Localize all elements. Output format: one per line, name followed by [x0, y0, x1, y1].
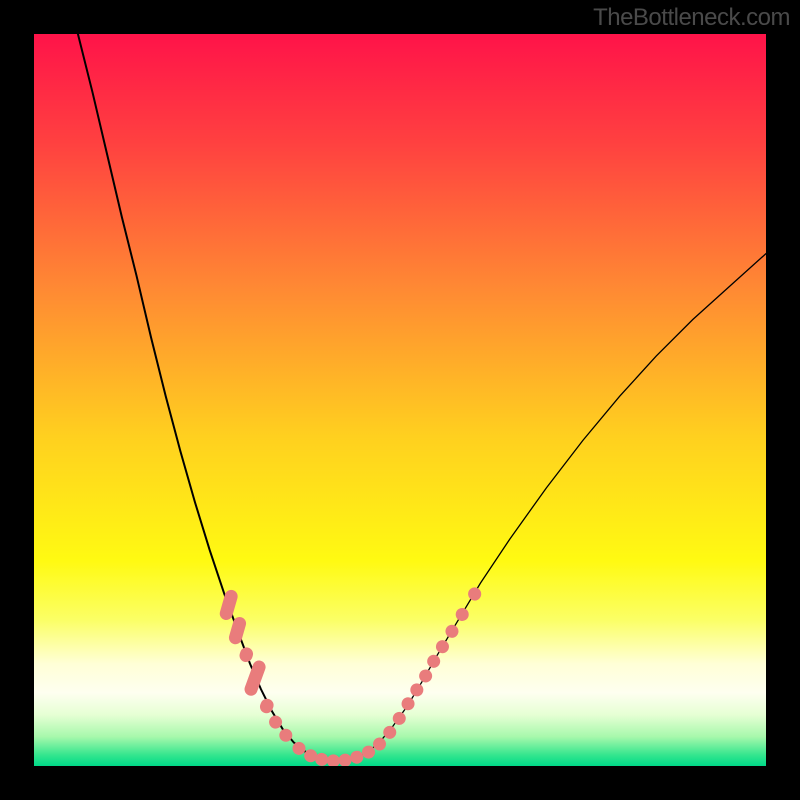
gradient-background [34, 34, 766, 766]
plot-area [34, 34, 766, 766]
plot-svg [34, 34, 766, 766]
watermark-text: TheBottleneck.com [593, 4, 790, 32]
chart-frame: TheBottleneck.com [0, 0, 800, 800]
